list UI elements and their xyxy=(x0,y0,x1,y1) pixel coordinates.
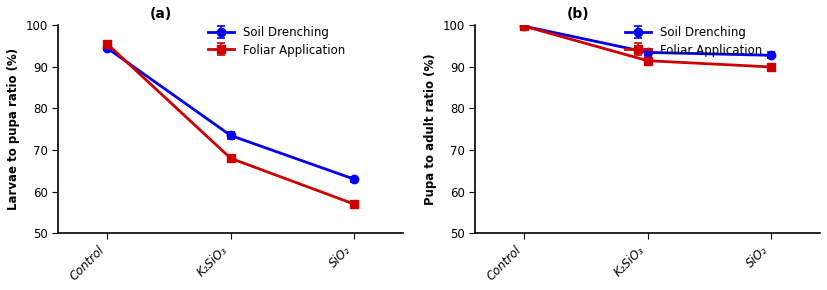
Text: (a): (a) xyxy=(150,7,172,21)
Legend: Soil Drenching, Foliar Application: Soil Drenching, Foliar Application xyxy=(620,21,767,61)
Y-axis label: Pupa to adult ratio (%): Pupa to adult ratio (%) xyxy=(424,53,437,205)
Y-axis label: Larvae to pupa ratio (%): Larvae to pupa ratio (%) xyxy=(7,48,20,210)
Legend: Soil Drenching, Foliar Application: Soil Drenching, Foliar Application xyxy=(203,21,350,61)
Text: (b): (b) xyxy=(566,7,589,21)
